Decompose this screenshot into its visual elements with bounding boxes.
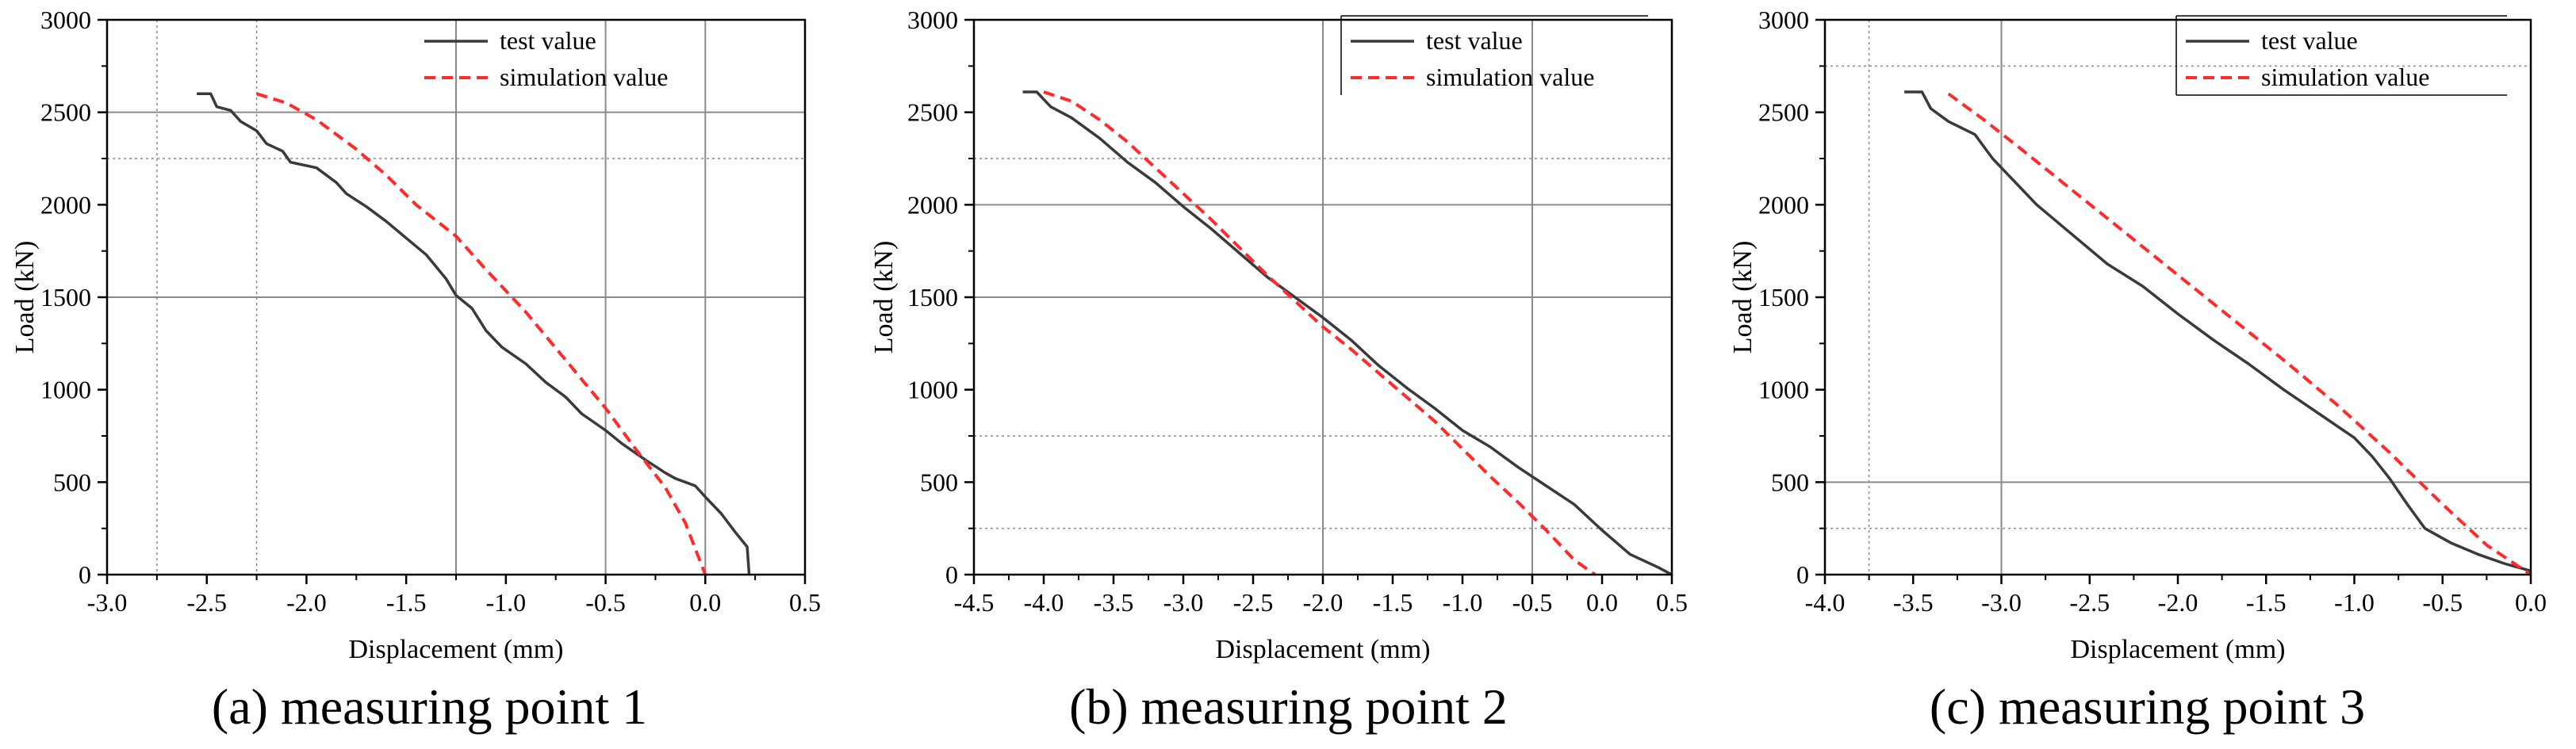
caption-b: (b) measuring point 2	[1069, 678, 1508, 735]
y-tick-label-a-4: 2000	[40, 190, 91, 219]
panel-a: 0 500 1000 1500 2000 2500 3000 -3.0 -2.5 -2.0 -1.5…	[0, 0, 859, 749]
y-tick-label-a-6: 3000	[40, 6, 91, 34]
plot-frame-c	[1823, 18, 2532, 576]
chart-a: 0 500 1000 1500 2000 2500 3000 -3.0 -2.5 -2.0 -1.5…	[10, 6, 821, 664]
y-tick-label-c-3: 1500	[1758, 283, 1809, 311]
series-line-a-simulation	[256, 92, 707, 575]
y-tick-label-a-2: 1000	[40, 376, 91, 404]
y-tick-label-c-6: 3000	[1758, 6, 1809, 34]
legend-label-c-simulation: simulation value	[2261, 63, 2429, 91]
y-tick-label-c-4: 2000	[1758, 190, 1809, 219]
x-tick-label-b-3: -3.0	[1163, 588, 1204, 617]
legend-label-a-test: test value	[500, 26, 596, 55]
y-tick-label-c-0: 0	[1796, 560, 1809, 589]
chart-b: 0 500 1000 1500 2000 2500 3000 -4.5 -4.0 -3.5 -3.0…	[869, 6, 1688, 664]
x-tick-label-c-8: 0.0	[2515, 588, 2547, 617]
legend-label-c-test: test value	[2261, 26, 2358, 55]
legend-label-b-simulation: simulation value	[1426, 63, 1594, 91]
y-axis-label-b: Load (kN)	[869, 241, 899, 354]
series-line-a-test	[197, 92, 751, 575]
x-tick-label-a-4: -1.0	[486, 588, 527, 617]
caption-a: (a) measuring point 1	[211, 678, 648, 735]
y-tick-label-c-5: 2500	[1758, 98, 1809, 127]
x-tick-label-b-0: -4.5	[954, 588, 995, 617]
series-line-b-simulation	[1043, 90, 1597, 576]
x-tick-label-b-10: 0.5	[1656, 588, 1688, 617]
series-line-b-test	[1022, 90, 1673, 576]
x-tick-label-c-2: -3.0	[1981, 588, 2022, 617]
legend-label-b-test: test value	[1426, 26, 1523, 55]
x-tick-label-b-4: -2.5	[1233, 588, 1274, 617]
y-tick-label-c-2: 1000	[1758, 376, 1809, 404]
x-tick-label-a-7: 0.5	[789, 588, 821, 617]
x-tick-label-a-3: -1.5	[386, 588, 427, 617]
chart-c: 0 500 1000 1500 2000 2500 3000 -4.0 -3.5 -3.0 -2.5…	[1728, 6, 2547, 664]
x-tick-label-a-5: -0.5	[585, 588, 626, 617]
panel-b: 0 500 1000 1500 2000 2500 3000 -4.5 -4.0 -3.5 -3.0…	[859, 0, 1718, 749]
y-tick-label-b-1: 500	[920, 468, 958, 496]
x-tick-label-c-7: -0.5	[2422, 588, 2463, 617]
x-tick-label-b-9: 0.0	[1586, 588, 1618, 617]
y-tick-label-a-1: 500	[53, 468, 91, 496]
series-line-c-test	[1904, 90, 2532, 572]
x-tick-label-b-6: -1.5	[1373, 588, 1413, 617]
y-tick-label-b-2: 1000	[907, 376, 958, 404]
x-axis-label-b: Displacement (mm)	[1216, 635, 1431, 664]
x-tick-label-a-2: -2.0	[286, 588, 327, 617]
x-tick-label-c-0: -4.0	[1805, 588, 1846, 617]
y-tick-label-b-0: 0	[945, 560, 958, 589]
x-tick-label-b-8: -0.5	[1512, 588, 1553, 617]
legend-label-a-simulation: simulation value	[500, 63, 668, 91]
x-tick-label-c-1: -3.5	[1893, 588, 1934, 617]
y-tick-label-a-3: 1500	[40, 283, 91, 311]
x-tick-label-a-6: 0.0	[689, 588, 721, 617]
caption-c: (c) measuring point 3	[1929, 678, 2366, 735]
x-tick-label-b-7: -1.0	[1443, 588, 1483, 617]
y-tick-label-c-1: 500	[1771, 468, 1809, 496]
y-tick-label-a-5: 2500	[40, 98, 91, 127]
y-axis-label-c: Load (kN)	[1728, 241, 1758, 354]
y-tick-label-b-6: 3000	[907, 6, 958, 34]
x-tick-label-c-5: -1.5	[2246, 588, 2287, 617]
y-axis-label-a: Load (kN)	[10, 241, 40, 354]
x-axis-label-a: Displacement (mm)	[349, 635, 564, 664]
x-tick-label-b-1: -4.0	[1024, 588, 1064, 617]
x-axis-label-c: Displacement (mm)	[2071, 635, 2286, 664]
y-tick-label-b-5: 2500	[907, 98, 958, 127]
series-line-c-simulation	[1947, 92, 2532, 576]
y-tick-label-a-0: 0	[79, 560, 91, 589]
y-tick-label-b-4: 2000	[907, 190, 958, 219]
x-tick-label-c-3: -2.5	[2069, 588, 2110, 617]
x-tick-label-b-2: -3.5	[1094, 588, 1134, 617]
x-tick-label-a-1: -2.5	[186, 588, 227, 617]
x-tick-label-b-5: -2.0	[1303, 588, 1344, 617]
x-tick-label-c-6: -1.0	[2334, 588, 2375, 617]
y-tick-label-b-3: 1500	[907, 283, 958, 311]
x-tick-label-c-4: -2.0	[2158, 588, 2198, 617]
panel-c: 0 500 1000 1500 2000 2500 3000 -4.0 -3.5 -3.0 -2.5…	[1718, 0, 2576, 749]
x-tick-label-a-0: -3.0	[87, 588, 128, 617]
